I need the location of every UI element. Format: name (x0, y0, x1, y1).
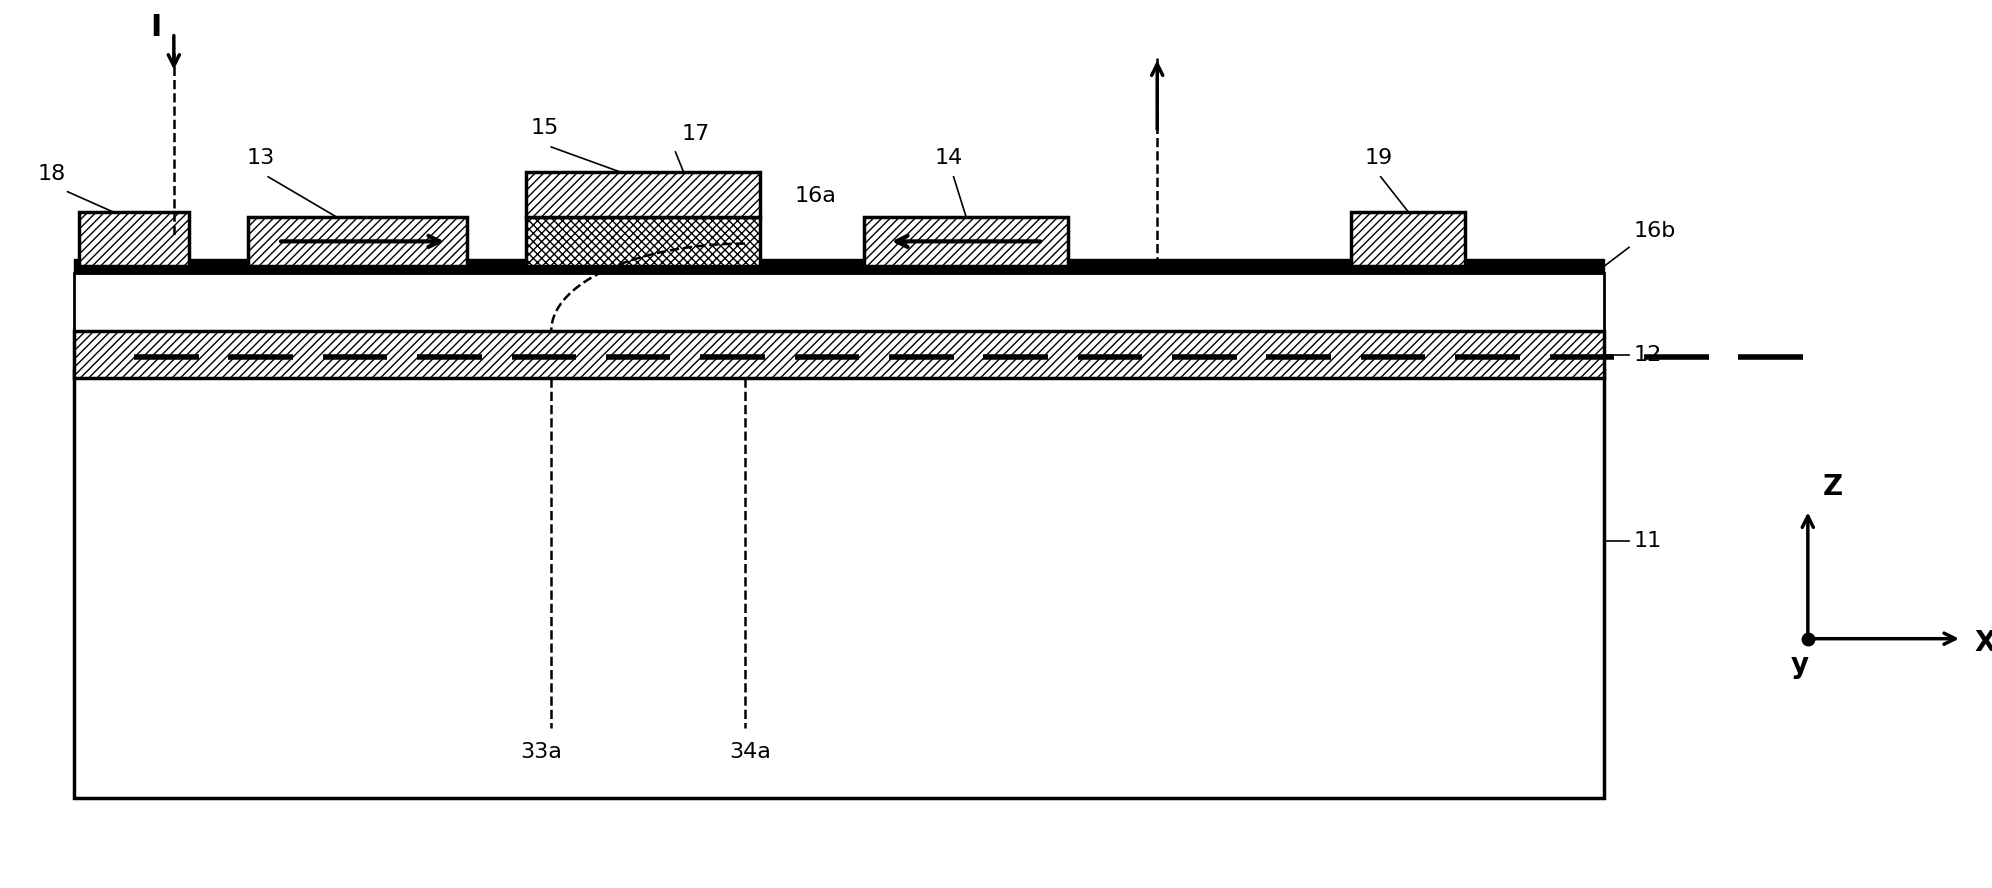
Bar (526, 217, 759, 266)
Text: 17: 17 (681, 124, 709, 144)
Text: Z: Z (1823, 472, 1843, 501)
Bar (74, 274, 1604, 330)
Text: 16a: 16a (795, 186, 837, 206)
Bar (74, 330, 1604, 378)
Text: 34a: 34a (729, 741, 771, 762)
Text: I: I (149, 13, 161, 43)
Bar (1351, 211, 1466, 266)
Bar (865, 217, 1068, 266)
Bar (74, 259, 1604, 274)
Bar (80, 211, 189, 266)
Text: y: y (1791, 652, 1809, 679)
Text: 12: 12 (1633, 345, 1661, 365)
Bar (74, 370, 1604, 797)
Text: 15: 15 (530, 118, 558, 139)
Text: X: X (1974, 629, 1992, 656)
Text: 14: 14 (934, 148, 962, 168)
Bar (249, 217, 466, 266)
Text: 13: 13 (247, 148, 275, 168)
Text: 18: 18 (38, 163, 66, 184)
Text: 19: 19 (1365, 148, 1392, 168)
Text: 16b: 16b (1633, 221, 1677, 242)
Bar (526, 172, 759, 217)
Text: 33a: 33a (520, 741, 562, 762)
Text: 11: 11 (1633, 531, 1661, 551)
